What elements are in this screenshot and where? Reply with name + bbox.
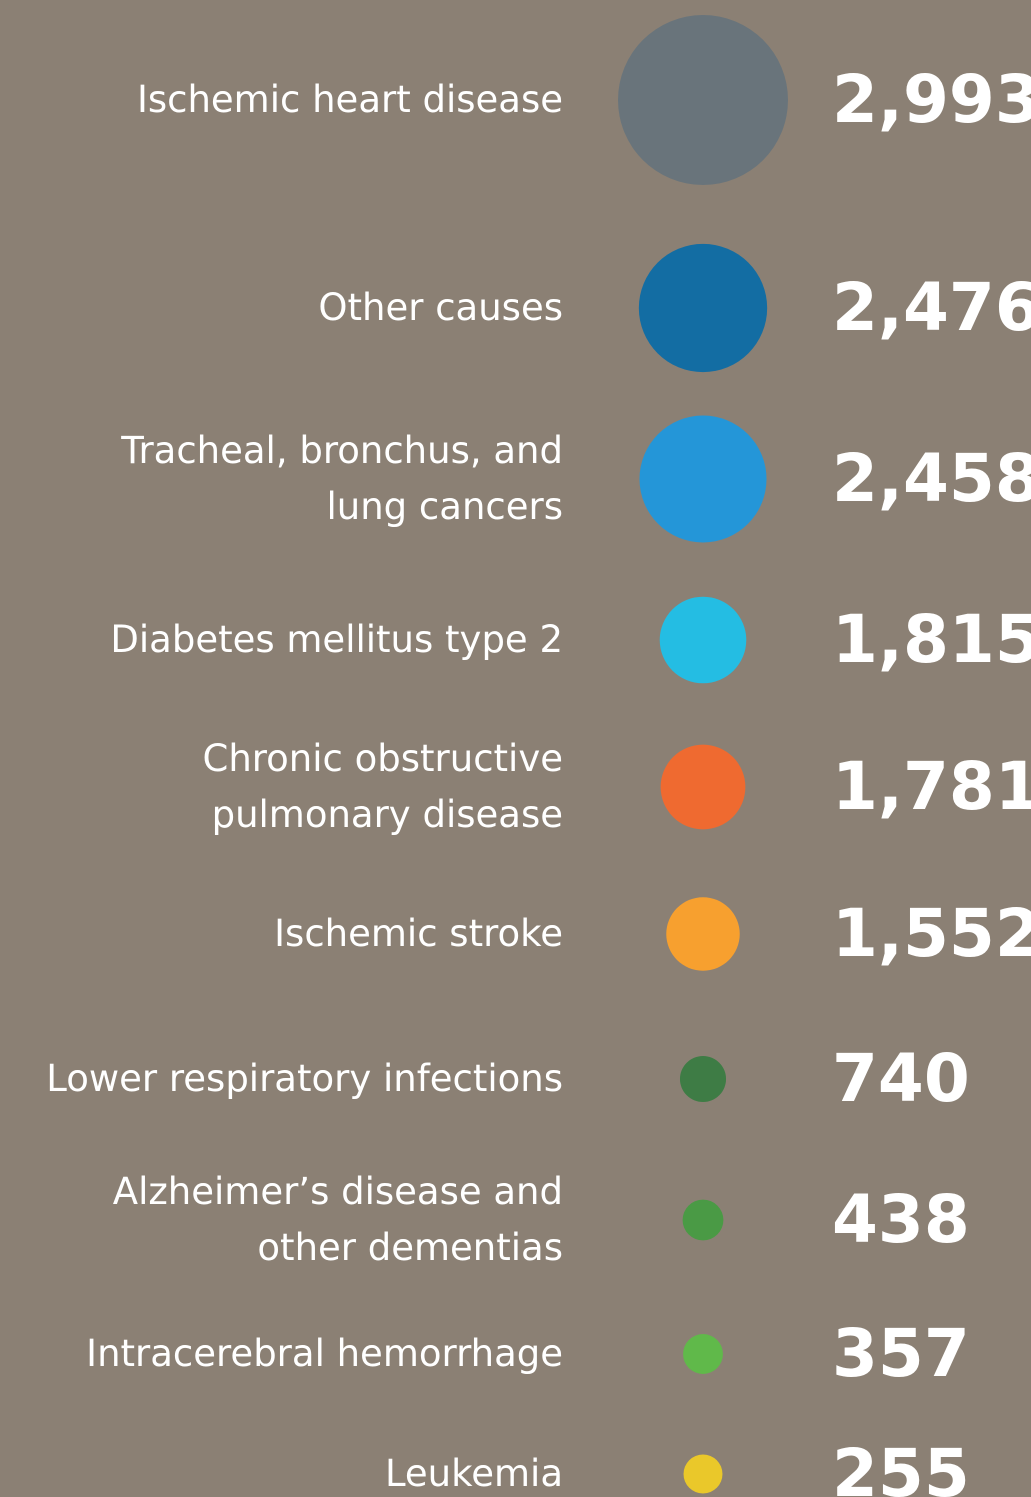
bubble — [660, 744, 746, 830]
bubble — [679, 1055, 727, 1103]
bubble — [638, 243, 768, 373]
bubble — [639, 415, 767, 543]
value-label: 255 — [832, 1435, 970, 1497]
category-label: Chronic obstructive pulmonary disease — [202, 737, 563, 836]
value-label: 1,781 — [832, 748, 1031, 825]
bubble — [618, 15, 788, 185]
value-label: 2,476 — [832, 269, 1031, 346]
category-label: Alzheimer’s disease and other dementias — [112, 1170, 563, 1269]
value-label: 1,815 — [832, 601, 1031, 678]
value-label: 2,993 — [832, 61, 1031, 138]
category-label: Ischemic stroke — [274, 912, 563, 955]
bubble — [666, 897, 740, 971]
value-label: 740 — [832, 1040, 970, 1117]
bubble — [659, 596, 747, 684]
category-label: Tracheal, bronchus, and lung cancers — [121, 429, 563, 528]
category-label: Lower respiratory infections — [46, 1057, 563, 1100]
bubble — [683, 1454, 723, 1494]
value-label: 1,552 — [832, 895, 1031, 972]
value-label: 357 — [832, 1315, 970, 1392]
category-label: Diabetes mellitus type 2 — [110, 618, 563, 661]
category-label: Ischemic heart disease — [136, 78, 563, 121]
value-label: 2,458 — [832, 440, 1031, 517]
bubble — [683, 1334, 723, 1374]
bubble — [682, 1199, 724, 1241]
value-label: 438 — [832, 1181, 970, 1258]
category-label: Other causes — [318, 286, 563, 329]
category-label: Intracerebral hemorrhage — [86, 1332, 563, 1375]
category-label: Leukemia — [384, 1452, 563, 1495]
